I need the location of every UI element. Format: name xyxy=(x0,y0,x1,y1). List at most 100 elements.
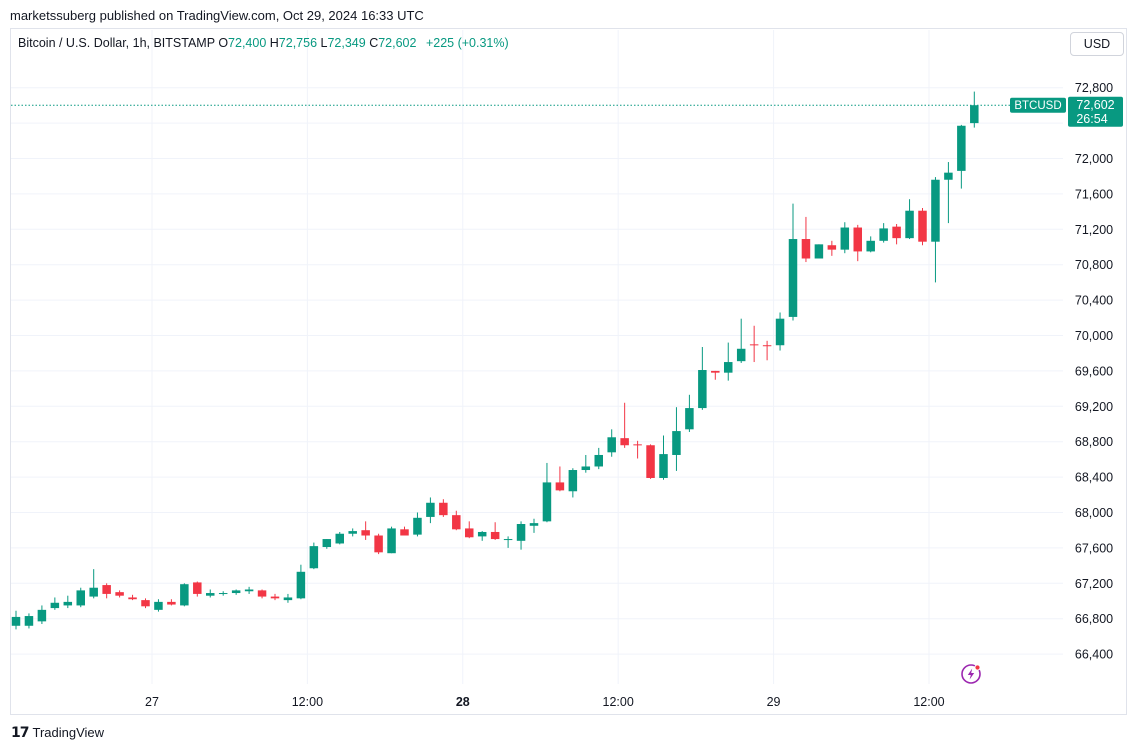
low-value: 72,349 xyxy=(327,36,366,50)
candle xyxy=(374,533,383,555)
candle-body xyxy=(918,210,927,242)
chart-frame xyxy=(10,28,1127,715)
candle xyxy=(439,499,448,517)
candle xyxy=(63,595,73,609)
candle xyxy=(335,531,344,545)
y-tick-label: 71,600 xyxy=(1075,187,1113,201)
candle-body xyxy=(37,609,47,622)
candle xyxy=(555,466,565,492)
candle xyxy=(102,583,111,599)
candle xyxy=(231,589,241,595)
y-tick-label: 66,800 xyxy=(1075,612,1113,626)
candle-body xyxy=(50,602,60,609)
candle-body xyxy=(853,227,862,252)
candle-body xyxy=(193,582,202,594)
candle-body xyxy=(102,585,111,594)
candle-body xyxy=(827,245,837,250)
y-tick-label: 71,200 xyxy=(1075,223,1113,237)
price-tag-value: 72,602 xyxy=(1076,98,1114,112)
candle xyxy=(853,224,862,262)
candle xyxy=(827,240,837,256)
candle-body xyxy=(931,179,940,242)
candle-body xyxy=(801,239,811,259)
candle-body xyxy=(749,344,759,346)
candle xyxy=(724,342,733,381)
x-tick-label: 12:00 xyxy=(913,695,944,709)
candle xyxy=(866,236,875,253)
candle-body xyxy=(89,587,98,597)
candle-body xyxy=(788,239,798,317)
candle-body xyxy=(400,529,409,536)
candle-body xyxy=(413,517,422,535)
candle-body xyxy=(957,125,966,171)
candle-body xyxy=(646,445,655,478)
candle xyxy=(283,593,293,603)
candle-body xyxy=(283,597,293,601)
candle-body xyxy=(257,590,267,597)
symbol-info: Bitcoin / U.S. Dollar, 1h, BITSTAMP O72,… xyxy=(18,36,509,50)
y-tick-label: 68,400 xyxy=(1075,471,1113,485)
y-tick-label: 67,200 xyxy=(1075,577,1113,591)
lightning-icon[interactable] xyxy=(960,663,982,685)
candle xyxy=(905,199,914,240)
candle xyxy=(620,402,629,448)
candle xyxy=(477,531,487,541)
x-axis: 27 12:00 28 12:00 29 12:00 xyxy=(145,695,945,709)
y-tick-label: 69,600 xyxy=(1075,364,1113,378)
x-tick-label: 12:00 xyxy=(292,695,323,709)
candle xyxy=(892,223,901,245)
candle xyxy=(244,586,254,594)
candle-body xyxy=(503,539,513,541)
candle xyxy=(348,528,357,537)
published-info: marketssuberg published on TradingView.c… xyxy=(10,8,424,23)
price-tag-countdown: 26:54 xyxy=(1076,112,1107,126)
y-tick-label: 69,200 xyxy=(1075,400,1113,414)
candle xyxy=(607,429,616,457)
candle xyxy=(270,593,280,601)
candle-body xyxy=(814,244,824,259)
candle-body xyxy=(633,444,642,446)
candle-body xyxy=(335,533,344,544)
candle-body xyxy=(115,592,124,596)
open-value: 72,400 xyxy=(228,36,267,50)
candle-body xyxy=(594,454,603,467)
candle xyxy=(594,447,603,470)
candle xyxy=(646,444,655,479)
candle-body xyxy=(685,408,694,430)
candle-body xyxy=(516,524,526,541)
open-label: O xyxy=(218,36,229,50)
candle xyxy=(361,521,370,540)
candle xyxy=(749,325,759,363)
candle xyxy=(529,518,539,533)
y-tick-label: 70,800 xyxy=(1075,258,1113,272)
candle xyxy=(193,581,202,597)
candle-body xyxy=(63,601,73,606)
ticker-label: BTCUSD xyxy=(1014,100,1061,112)
candle xyxy=(141,598,150,609)
candle-body xyxy=(439,502,448,516)
high-label: H xyxy=(269,36,279,50)
candle-body xyxy=(374,535,383,553)
candle xyxy=(503,536,513,548)
candle-body xyxy=(387,528,396,554)
candle xyxy=(685,394,694,432)
currency-button[interactable]: USD xyxy=(1070,32,1124,56)
candle xyxy=(931,177,940,283)
candle-body xyxy=(490,531,500,540)
tradingview-logo[interactable]: 𝟭𝟳 TradingView xyxy=(11,724,104,741)
candle xyxy=(957,124,966,189)
change-value: +225 (+0.31%) xyxy=(425,36,509,50)
y-tick-label: 66,400 xyxy=(1075,648,1113,662)
candle-body xyxy=(711,370,720,373)
candle-body xyxy=(180,584,189,606)
high-value: 72,756 xyxy=(278,36,318,50)
candle-body xyxy=(348,531,357,534)
candle xyxy=(736,318,746,363)
candle-body xyxy=(672,431,681,455)
candle xyxy=(400,526,409,536)
candle xyxy=(76,587,85,608)
candle-body xyxy=(167,601,176,605)
candle xyxy=(206,589,215,598)
candle xyxy=(516,521,526,550)
